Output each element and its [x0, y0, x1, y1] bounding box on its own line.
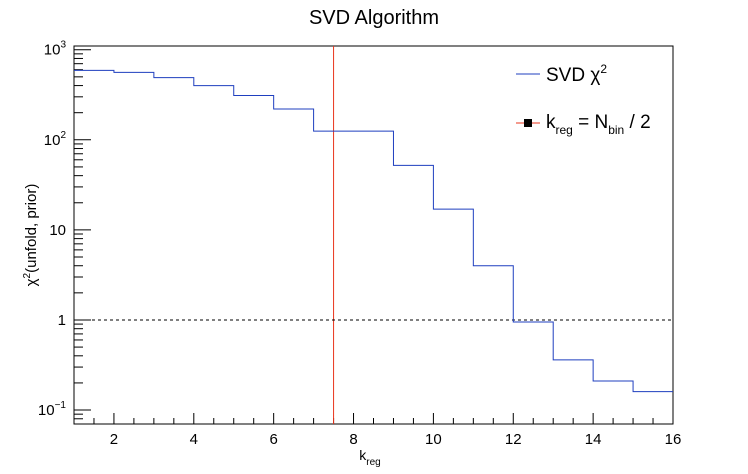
y-axis-label: χ2(unfold, prior): [22, 184, 40, 287]
y-tick-label: 10−1: [38, 400, 67, 419]
x-axis-ticks: 2 4 6 8 10 12 14 16: [73, 413, 682, 448]
x-tick-label: 10: [425, 431, 442, 448]
series-layer: [74, 46, 673, 424]
x-tick-label: 12: [505, 431, 522, 448]
y-tick-label: 102: [44, 130, 67, 149]
y-axis-ticks: 10−1 1 10 102 103: [38, 40, 91, 425]
x-axis-label: kreg: [359, 447, 380, 468]
x-tick-label: 14: [585, 431, 602, 448]
x-tick-label: 8: [349, 431, 357, 448]
legend: SVD χ2 kreg = Nbin / 2: [516, 62, 651, 137]
series-svd-chi2-step: [74, 69, 673, 393]
legend-marker-kreg-square: [524, 119, 532, 127]
x-tick-label: 6: [269, 431, 277, 448]
x-tick-label: 2: [110, 431, 118, 448]
x-tick-label: 4: [190, 431, 198, 448]
y-tick-label: 10: [49, 222, 66, 239]
legend-label-svd: SVD χ2: [546, 62, 607, 86]
legend-label-kreg: kreg = Nbin / 2: [546, 112, 651, 137]
y-tick-label: 1: [58, 312, 66, 329]
x-tick-label: 16: [665, 431, 682, 448]
chart-title: SVD Algorithm: [309, 7, 439, 29]
plot-frame: [73, 45, 674, 425]
y-tick-label: 103: [44, 40, 67, 59]
